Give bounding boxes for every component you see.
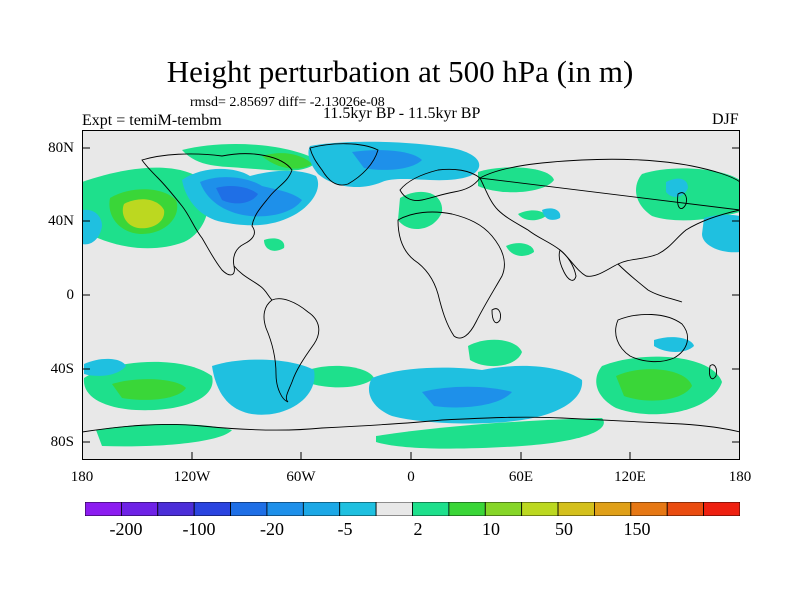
- lat-label-equator: 0: [66, 287, 75, 303]
- colorbar-box-3: [193, 502, 231, 516]
- season-label: DJF: [712, 111, 739, 128]
- coastlines: [82, 143, 740, 433]
- neg-region-south-pacific-east: [212, 359, 315, 415]
- pos-region-south-atlantic: [308, 365, 374, 388]
- coast-central-america: [233, 265, 273, 301]
- coast-southeast-asia: [617, 263, 683, 303]
- lat-label-40s: 40S: [50, 361, 74, 377]
- colorbar-box-9: [412, 502, 450, 516]
- lat-label-40n: 40N: [48, 213, 74, 229]
- coast-australia: [615, 313, 689, 363]
- colorbar-box-16: [666, 502, 705, 516]
- lon-label-120w: 120W: [173, 469, 211, 485]
- colorbar-box-17: [703, 502, 740, 516]
- colorbar-label-neg100: -100: [182, 519, 216, 539]
- lon-label-60e: 60E: [508, 469, 534, 485]
- pos-region-east-asia: [636, 168, 740, 221]
- colorbar: [85, 502, 740, 516]
- pos-region-south-pacific-core: [112, 379, 186, 400]
- coast-north-america: [141, 153, 293, 276]
- lon-label-180e: 180: [728, 469, 752, 485]
- colorbar-box-6: [302, 502, 341, 516]
- colorbar-box-12: [521, 502, 559, 516]
- colorbar-label-neg200: -200: [109, 519, 143, 539]
- coast-greenland: [309, 143, 379, 186]
- colorbar-box-15: [630, 502, 668, 516]
- pos-region-south-africa: [468, 339, 522, 367]
- positive-anomaly-regions: [82, 144, 740, 449]
- lon-label-0: 0: [407, 469, 415, 485]
- pos-region-middle-east: [518, 210, 546, 221]
- experiment-label: Expt = temiM-tembm: [82, 112, 222, 129]
- colorbar-box-0: [85, 502, 122, 516]
- pos-region-south-indian-core: [616, 369, 692, 401]
- coast-africa: [397, 211, 505, 339]
- colorbar-box-2: [157, 502, 195, 516]
- pos-region-antarctic-coast: [376, 418, 604, 449]
- pos-region-arabia: [506, 243, 534, 256]
- neg-region-australia-east: [654, 337, 694, 352]
- lon-label-120e: 120E: [614, 469, 646, 485]
- neg-region-north-pacific-east: [702, 214, 740, 253]
- neg-region-southern-ocean-core: [422, 386, 512, 408]
- neg-region-greenland-core: [352, 150, 422, 170]
- pos-region-antarctic-west: [96, 424, 232, 447]
- colorbar-box-1: [120, 502, 159, 516]
- colorbar-box-5: [266, 502, 304, 516]
- map-plot: [82, 130, 740, 460]
- colorbar-box-4: [230, 502, 268, 516]
- colorbar-label-neg5: -5: [337, 519, 353, 539]
- pos-region-atlantic-north: [264, 238, 285, 251]
- colorbar-label-150: 150: [623, 519, 651, 539]
- colorbar-box-8: [375, 502, 413, 516]
- lon-label-60w: 60W: [286, 469, 316, 485]
- lat-label-80n: 80N: [48, 140, 74, 156]
- neg-region-north-pacific-west: [82, 209, 102, 245]
- pos-region-arctic-russia: [478, 167, 554, 193]
- colorbar-box-7: [339, 502, 377, 516]
- colorbar-box-10: [448, 502, 486, 516]
- colorbar-box-14: [594, 502, 632, 516]
- coast-south-america: [263, 298, 320, 403]
- plot-title: Height perturbation at 500 hPa (in m): [166, 54, 634, 89]
- coast-new-zealand: [709, 364, 717, 380]
- colorbar-label-50: 50: [555, 519, 573, 539]
- neg-region-central-asia: [542, 208, 561, 220]
- neg-region-south-pacific-west: [84, 358, 126, 376]
- lat-label-80s: 80S: [50, 434, 74, 450]
- colorbar-label-10: 10: [482, 519, 500, 539]
- negative-anomaly-regions: [82, 141, 740, 424]
- colorbar-label-2: 2: [413, 519, 423, 539]
- colorbar-box-11: [484, 502, 523, 516]
- axis-ticks: [82, 147, 740, 460]
- period-label: 11.5kyr BP - 11.5kyr BP: [323, 105, 481, 122]
- coast-india: [558, 249, 577, 281]
- colorbar-label-neg20: -20: [260, 519, 284, 539]
- coast-madagascar: [491, 308, 501, 324]
- coast-europe: [399, 168, 481, 201]
- stats-line: rmsd= 2.85697 diff= -2.13026e-08: [190, 95, 385, 110]
- neg-region-north-america-core: [216, 186, 258, 204]
- colorbar-box-13: [557, 502, 595, 516]
- pos-region-canada-core: [262, 153, 312, 169]
- coast-antarctica: [82, 416, 740, 433]
- pos-region-north-pacific-peak: [122, 199, 165, 229]
- pos-region-north-africa: [398, 191, 443, 230]
- coast-asia: [479, 158, 740, 277]
- lon-label-180w: 180: [70, 469, 94, 485]
- coast-japan: [677, 192, 687, 210]
